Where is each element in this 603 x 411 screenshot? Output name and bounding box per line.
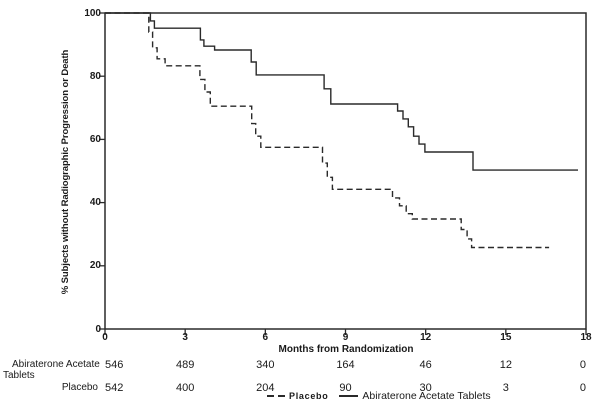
x-tick-label: 12 [420,332,432,343]
y-tick-label: 0 [95,323,101,335]
at-risk-count: 0 [579,382,586,394]
at-risk-count: 90 [339,382,352,394]
at-risk-count: 204 [256,382,275,394]
x-tick-label: 18 [580,332,592,343]
y-tick-label: 100 [84,7,101,19]
abiraterone-solid-line-icon [339,395,359,397]
at-risk-count: 0 [579,359,586,371]
at-risk-count: 12 [499,359,512,371]
at-risk-row-label: Placebo [61,382,98,393]
at-risk-row-label: Tablets [3,370,35,381]
curve-abiraterone-acetate-tablets [105,12,578,171]
y-tick-label: 20 [89,260,101,272]
y-tick-label: 80 [89,70,101,82]
at-risk-count: 164 [336,359,355,371]
legend-label-placebo: Placebo [289,391,329,401]
plot-border [104,12,587,330]
legend: Placebo Abiraterone Acetate Tablets [267,389,491,403]
at-risk-count: 400 [175,382,195,394]
x-tick-label: 6 [262,332,269,343]
curve-placebo [105,12,550,249]
x-tick-label: 15 [500,332,512,343]
at-risk-row-label: Abiraterone Acetate [12,359,100,370]
at-risk-count: 30 [419,382,432,394]
at-risk-count: 546 [105,359,124,371]
y-tick-label: 60 [89,133,101,145]
y-tick-label: 40 [89,197,101,209]
x-tick-label: 0 [102,332,108,343]
at-risk-count: 489 [175,359,195,371]
legend-label-abiraterone: Abiraterone Acetate Tablets [362,390,491,402]
at-risk-count: 46 [419,359,432,371]
at-risk-count: 340 [256,359,275,371]
at-risk-count: 542 [105,382,124,394]
x-axis-title: Months from Randomization [278,344,414,355]
x-tick-label: 3 [182,332,188,343]
x-tick-label: 9 [342,332,349,343]
placebo-dashed-line-icon [267,395,286,397]
at-risk-count: 3 [502,382,509,394]
